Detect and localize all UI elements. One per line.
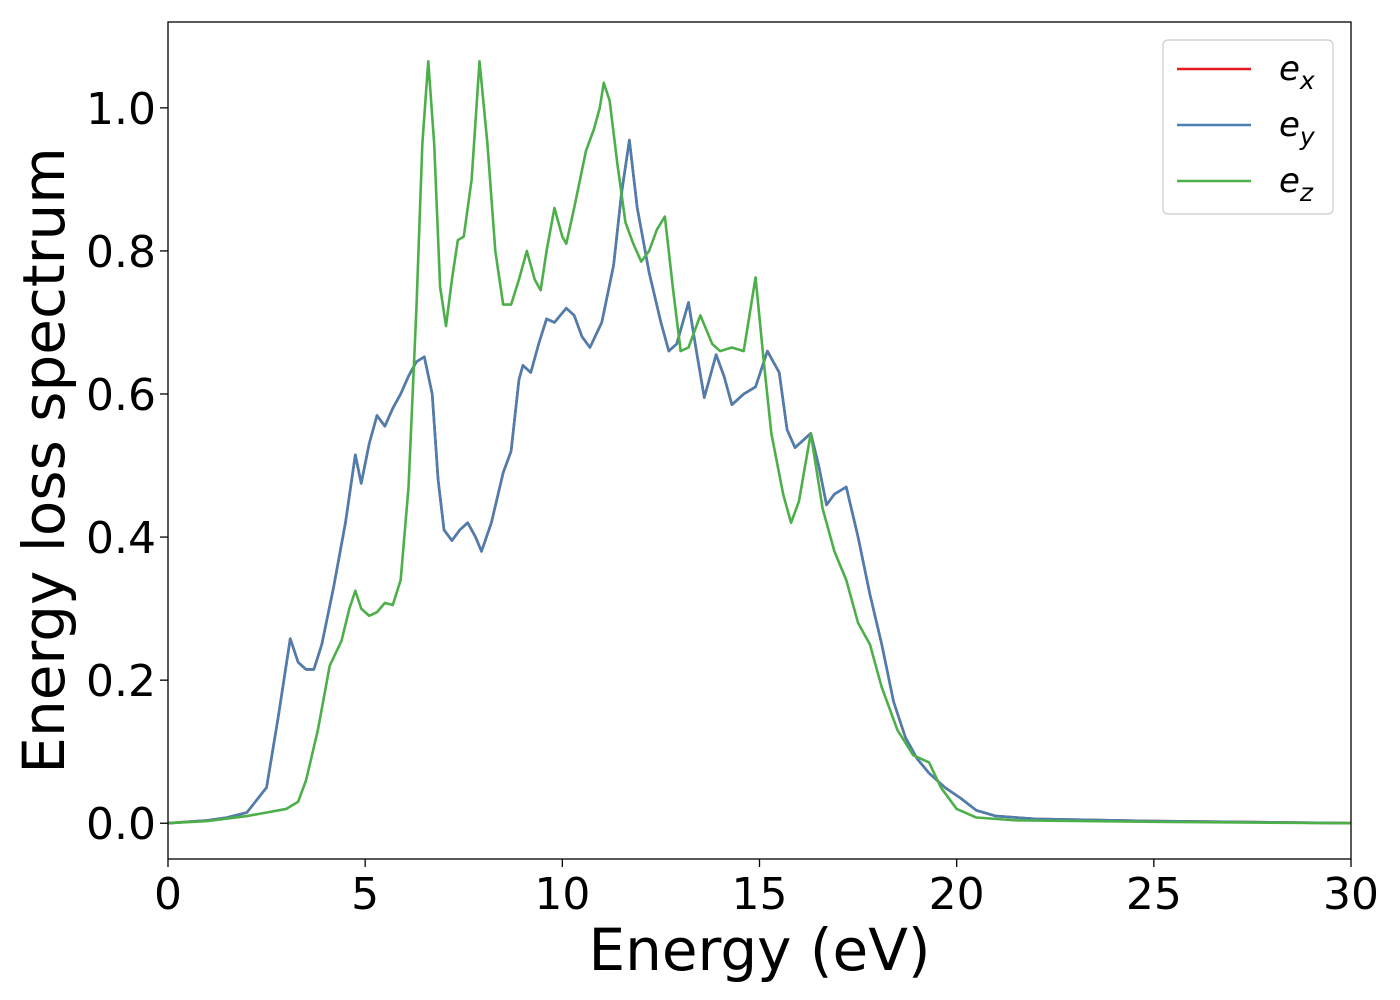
y-axis-title: Energy loss spectrum: [10, 147, 78, 773]
legend-label-subscript: y: [1299, 122, 1316, 151]
legend-label-y: ey: [1279, 105, 1316, 151]
series-line-x: [168, 138, 1351, 825]
legend-label-x: ex: [1279, 49, 1315, 95]
x-tick-label: 30: [1323, 869, 1379, 920]
x-tick-label: 20: [929, 869, 985, 920]
y-tick-label: 0.4: [86, 513, 156, 564]
legend-label-base: e: [1279, 105, 1300, 145]
y-tick-label: 0.0: [86, 799, 156, 850]
series-group: [168, 60, 1351, 825]
legend-label-subscript: z: [1299, 178, 1314, 207]
legend-label-base: e: [1279, 49, 1300, 89]
x-tick-label: 15: [732, 869, 788, 920]
y-tick-label: 1.0: [86, 84, 156, 135]
x-tick-label: 25: [1126, 869, 1182, 920]
x-tick-label: 10: [534, 869, 590, 920]
legend-label-z: ez: [1279, 161, 1314, 207]
x-tick-label: 5: [351, 869, 379, 920]
legend-box: [1162, 39, 1334, 215]
legend-label-subscript: x: [1299, 66, 1315, 95]
series-line-y: [168, 138, 1351, 825]
legend-label-base: e: [1279, 161, 1300, 201]
x-axis-title: Energy (eV): [588, 916, 930, 984]
series-line-z: [168, 60, 1351, 825]
y-tick-label: 0.6: [86, 370, 156, 421]
y-tick-label: 0.8: [86, 227, 156, 278]
x-tick-label: 0: [154, 869, 182, 920]
plot-area: [168, 60, 1351, 825]
y-tick-label: 0.2: [86, 656, 156, 707]
axes: 0 5 10 15 20 25 30 0.0 0.2 0.4 0.6 0.8 1.0 Energy (eV…: [10, 21, 1379, 984]
